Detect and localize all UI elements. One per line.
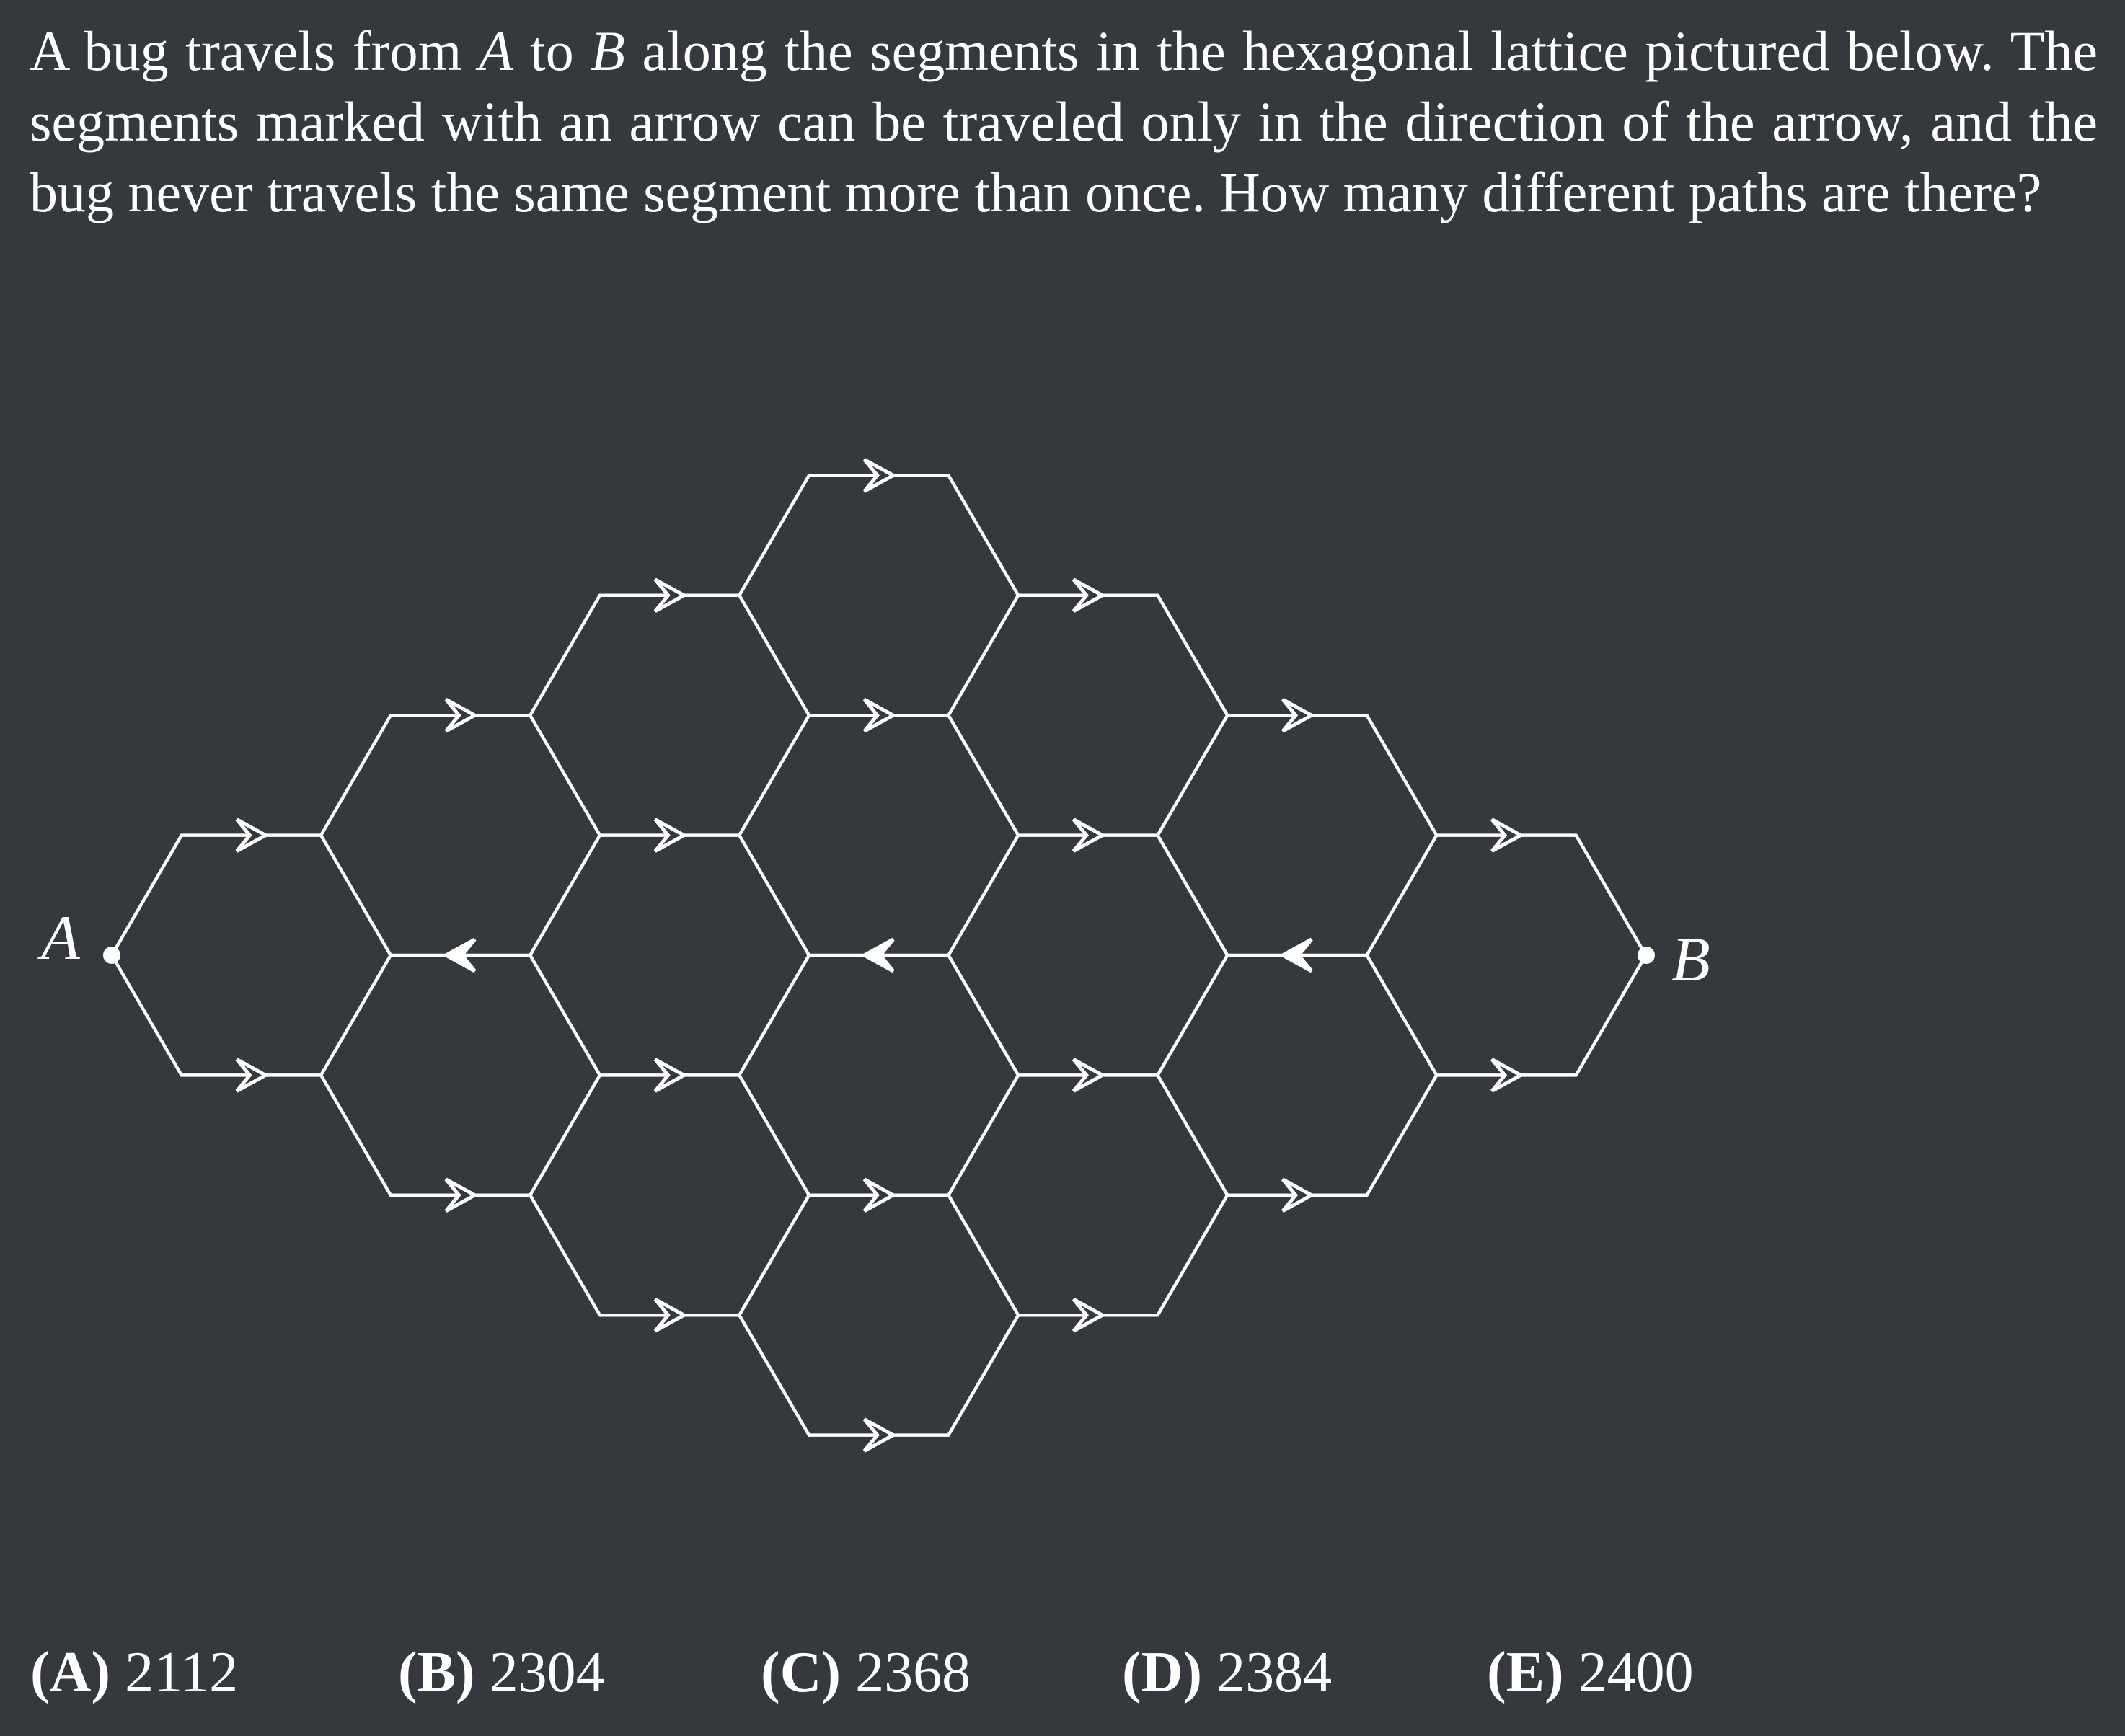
right-arrow-icon bbox=[444, 1177, 479, 1213]
problem-text: A bug travels from A to B along the segm… bbox=[30, 19, 2098, 223]
left-arrow-icon bbox=[442, 937, 477, 973]
lattice-segment bbox=[528, 1193, 602, 1317]
lattice-segment bbox=[738, 713, 811, 837]
lattice-segment bbox=[738, 474, 811, 598]
right-arrow-icon bbox=[862, 458, 897, 493]
lattice-segment bbox=[1574, 833, 1648, 957]
lattice-segment bbox=[738, 953, 811, 1077]
point-a-dot bbox=[103, 947, 120, 964]
lattice-segment bbox=[738, 1073, 811, 1197]
lattice-segment bbox=[947, 1193, 1020, 1317]
lattice-segment bbox=[947, 474, 1020, 598]
lattice-segment bbox=[738, 1313, 811, 1437]
choice-b[interactable]: (B) 2304 bbox=[398, 1641, 605, 1704]
lattice-segment bbox=[1365, 833, 1439, 957]
lattice-segment bbox=[1156, 1193, 1229, 1317]
lattice-segment bbox=[528, 1073, 602, 1197]
right-arrow-icon bbox=[235, 818, 270, 853]
right-arrow-icon bbox=[653, 1058, 688, 1093]
lattice-segment bbox=[1365, 713, 1439, 837]
lattice-segment bbox=[947, 833, 1020, 957]
lattice-segment bbox=[528, 713, 602, 837]
point-b-ref: B bbox=[591, 19, 625, 82]
choice-c[interactable]: (C) 2368 bbox=[761, 1641, 971, 1704]
lattice-segment bbox=[947, 953, 1020, 1077]
lattice-segment bbox=[1156, 953, 1229, 1077]
lattice-segment bbox=[528, 833, 602, 957]
lattice-segment bbox=[1365, 953, 1439, 1077]
lattice-segment bbox=[528, 593, 602, 717]
right-arrow-icon bbox=[1490, 1058, 1525, 1093]
right-arrow-icon bbox=[862, 1177, 897, 1213]
left-arrow-icon bbox=[860, 937, 895, 973]
right-arrow-icon bbox=[1490, 818, 1525, 853]
right-arrow-icon bbox=[1281, 698, 1316, 733]
lattice-segment bbox=[319, 833, 393, 957]
right-arrow-icon bbox=[653, 818, 688, 853]
right-arrow-icon bbox=[1281, 1177, 1316, 1213]
choice-e[interactable]: (E) 2400 bbox=[1487, 1641, 1694, 1704]
point-b-dot bbox=[1638, 947, 1655, 964]
choice-a[interactable]: (A) 2112 bbox=[30, 1641, 239, 1704]
right-arrow-icon bbox=[1072, 1298, 1106, 1333]
left-arrow-icon bbox=[1278, 937, 1313, 973]
lattice-segment bbox=[738, 833, 811, 957]
lattice-segment bbox=[528, 953, 602, 1077]
right-arrow-icon bbox=[235, 1058, 270, 1093]
hex-lattice-figure: A B bbox=[37, 458, 1710, 1453]
lattice-segment bbox=[110, 833, 183, 957]
lattice-segment bbox=[1365, 1073, 1439, 1197]
lattice-segment bbox=[1156, 713, 1229, 837]
lattice-segment bbox=[947, 593, 1020, 717]
lattice-segment bbox=[738, 593, 811, 717]
lattice-segment bbox=[947, 1073, 1020, 1197]
lattice-segment bbox=[947, 713, 1020, 837]
lattice-segment bbox=[1156, 1073, 1229, 1197]
lattice-segment bbox=[319, 1073, 393, 1197]
right-arrow-icon bbox=[444, 698, 479, 733]
lattice-segment bbox=[1574, 953, 1648, 1077]
lattice-segment bbox=[110, 953, 183, 1077]
lattice-segment bbox=[319, 713, 393, 837]
lattice-segment bbox=[947, 1313, 1020, 1437]
lattice-segment bbox=[738, 1193, 811, 1317]
lattice-segment bbox=[1156, 593, 1229, 717]
right-arrow-icon bbox=[653, 1298, 688, 1333]
lattice-segment bbox=[1156, 833, 1229, 957]
lattice-segment bbox=[319, 953, 393, 1077]
right-arrow-icon bbox=[1072, 818, 1106, 853]
point-b-label: B bbox=[1671, 925, 1710, 995]
choice-d[interactable]: (D) 2384 bbox=[1122, 1641, 1333, 1704]
right-arrow-icon bbox=[1072, 1058, 1106, 1093]
point-a-label: A bbox=[37, 903, 81, 973]
right-arrow-icon bbox=[1072, 577, 1106, 613]
right-arrow-icon bbox=[653, 577, 688, 613]
right-arrow-icon bbox=[862, 1417, 897, 1453]
point-a-ref: A bbox=[478, 19, 513, 82]
right-arrow-icon bbox=[862, 698, 897, 733]
direction-arrows bbox=[235, 458, 1525, 1453]
lattice-segments bbox=[110, 474, 1648, 1437]
